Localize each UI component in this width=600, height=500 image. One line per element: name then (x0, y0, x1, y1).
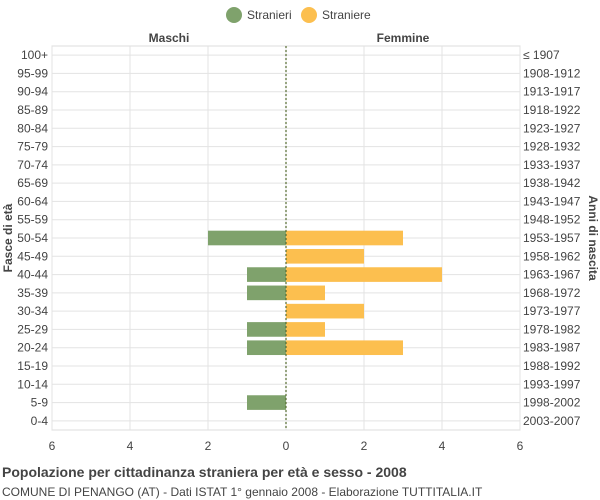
bar-female-25-29 (286, 322, 325, 337)
age-tick-label: 65-69 (17, 176, 48, 190)
y-axis-title-left: Fasce di età (1, 203, 15, 272)
bar-male-40-44 (247, 267, 286, 282)
age-tick-label: 70-74 (17, 158, 48, 172)
x-tick-label: 0 (283, 439, 290, 453)
age-tick-label: 0-4 (31, 414, 49, 428)
age-tick-label: 55-59 (17, 213, 48, 227)
birth-year-tick-label: 1978-1982 (523, 322, 581, 336)
bar-female-30-34 (286, 303, 364, 319)
birth-year-tick-label: 1923-1927 (523, 121, 581, 135)
birth-year-tick-label: 1943-1947 (523, 194, 581, 208)
x-tick-label: 2 (361, 439, 368, 453)
age-tick-label: 95-99 (17, 66, 48, 80)
x-tick-label: 4 (439, 439, 446, 453)
header-females: Femmine (377, 31, 430, 45)
age-tick-label: 85-89 (17, 103, 48, 117)
age-tick-label: 40-44 (17, 268, 48, 282)
age-tick-label: 35-39 (17, 286, 48, 300)
birth-year-tick-label: 1963-1967 (523, 268, 581, 282)
birth-year-tick-label: 1998-2002 (523, 396, 581, 410)
age-tick-label: 75-79 (17, 140, 48, 154)
age-tick-label: 80-84 (17, 121, 48, 135)
birth-year-tick-label: 1988-1992 (523, 359, 581, 373)
birth-year-tick-label: 1968-1972 (523, 286, 581, 300)
birth-year-tick-label: 1928-1932 (523, 140, 581, 154)
chart-subtitle: COMUNE DI PENANGO (AT) - Dati ISTAT 1° g… (2, 485, 483, 499)
birth-year-tick-label: 1953-1957 (523, 231, 581, 245)
bar-male-20-24 (247, 340, 286, 356)
birth-year-tick-label: 1993-1997 (523, 377, 581, 391)
age-tick-label: 90-94 (17, 85, 48, 99)
age-tick-label: 100+ (21, 48, 48, 62)
age-tick-label: 50-54 (17, 231, 48, 245)
birth-year-tick-label: 1933-1937 (523, 158, 581, 172)
legend-label-male: Stranieri (247, 8, 292, 22)
age-tick-label: 45-49 (17, 249, 48, 263)
x-tick-label: 6 (49, 439, 56, 453)
birth-year-tick-label: 1983-1987 (523, 341, 581, 355)
birth-year-tick-label: 1973-1977 (523, 304, 581, 318)
age-tick-label: 20-24 (17, 341, 48, 355)
bar-female-40-44 (286, 267, 442, 282)
bar-male-35-39 (247, 285, 286, 301)
age-tick-label: 5-9 (31, 396, 49, 410)
birth-year-tick-label: 1958-1962 (523, 249, 581, 263)
age-tick-label: 60-64 (17, 194, 48, 208)
bar-female-45-49 (286, 248, 364, 264)
x-tick-label: 6 (517, 439, 524, 453)
x-tick-label: 2 (205, 439, 212, 453)
legend-swatch-male (226, 7, 242, 23)
y-axis-title-right: Anni di nascita (586, 195, 600, 281)
population-pyramid-chart: 100+ 95-99 90-94 85-89 80-84 75-79 70-74 65-69 6… (1, 7, 600, 453)
bar-male-25-29 (247, 322, 286, 337)
bar-female-20-24 (286, 340, 403, 356)
birth-year-tick-label: 1948-1952 (523, 213, 581, 227)
birth-year-tick-label: 1913-1917 (523, 85, 581, 99)
birth-year-tick-label: 1918-1922 (523, 103, 581, 117)
bar-male-50-54 (208, 230, 286, 246)
legend-swatch-female (301, 7, 317, 23)
birth-year-tick-label: 1938-1942 (523, 176, 581, 190)
age-tick-label: 25-29 (17, 322, 48, 336)
header-males: Maschi (149, 31, 190, 45)
legend-label-female: Straniere (322, 8, 371, 22)
age-tick-label: 15-19 (17, 359, 48, 373)
age-tick-label: 30-34 (17, 304, 48, 318)
bar-male-5-9 (247, 395, 286, 410)
bar-female-50-54 (286, 230, 403, 246)
bar-female-35-39 (286, 285, 325, 301)
age-tick-label: 10-14 (17, 377, 48, 391)
birth-year-tick-label: 2003-2007 (523, 414, 581, 428)
chart-title: Popolazione per cittadinanza straniera p… (2, 464, 407, 480)
x-tick-label: 4 (127, 439, 134, 453)
birth-year-tick-label: ≤ 1907 (523, 48, 560, 62)
birth-year-tick-label: 1908-1912 (523, 66, 581, 80)
